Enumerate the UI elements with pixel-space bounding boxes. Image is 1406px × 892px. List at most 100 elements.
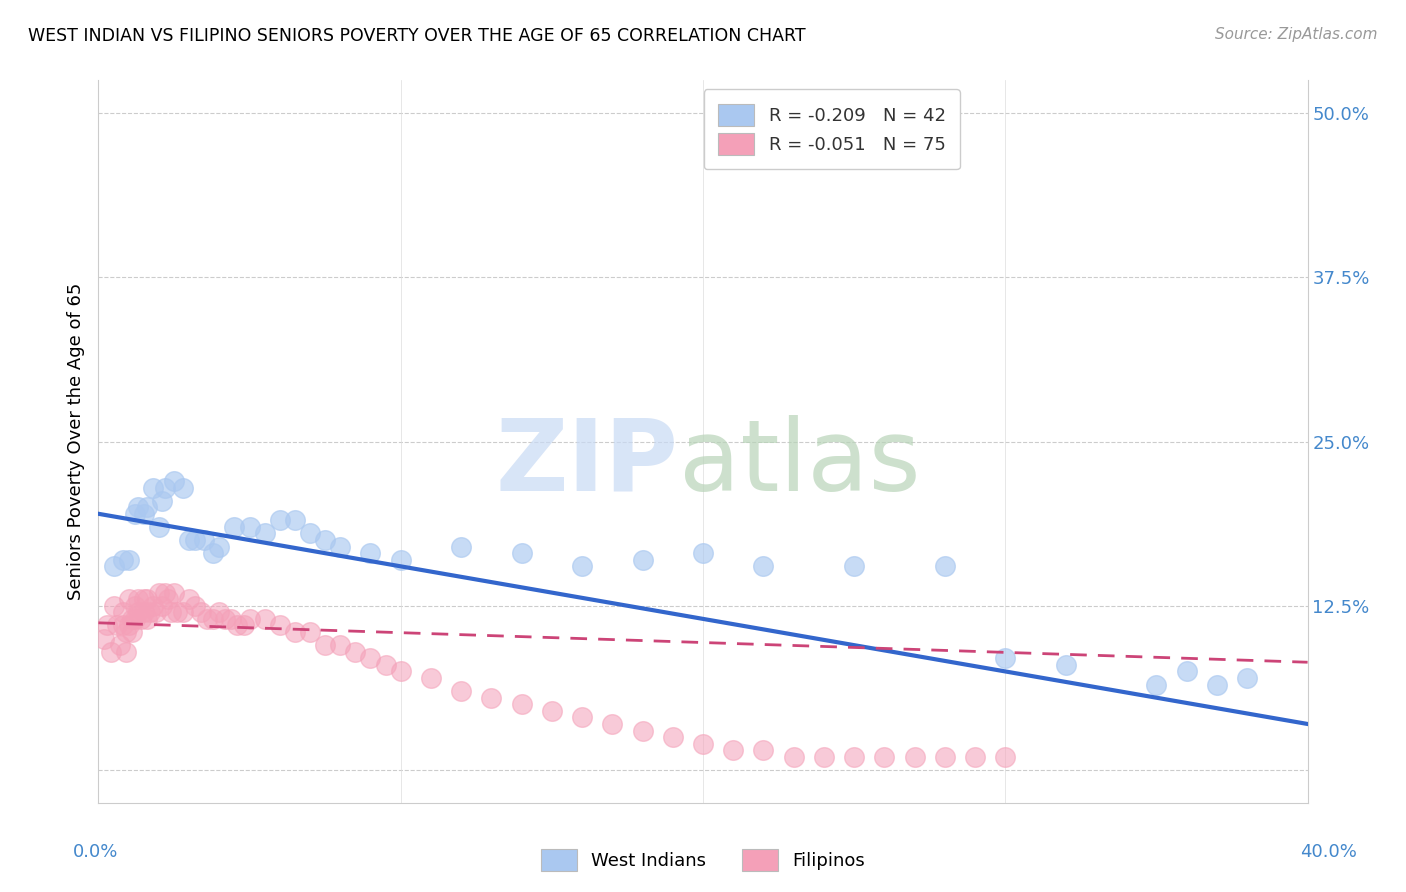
Text: WEST INDIAN VS FILIPINO SENIORS POVERTY OVER THE AGE OF 65 CORRELATION CHART: WEST INDIAN VS FILIPINO SENIORS POVERTY … bbox=[28, 27, 806, 45]
Point bbox=[314, 533, 336, 547]
Point bbox=[360, 546, 382, 560]
Point bbox=[184, 599, 207, 613]
Point bbox=[148, 520, 170, 534]
Point bbox=[172, 481, 194, 495]
Point bbox=[224, 520, 246, 534]
Point bbox=[118, 592, 141, 607]
Point bbox=[163, 585, 186, 599]
Point bbox=[420, 671, 443, 685]
Point bbox=[360, 651, 382, 665]
Point bbox=[1206, 677, 1229, 691]
Text: ZIP: ZIP bbox=[496, 415, 679, 512]
Point bbox=[1054, 657, 1077, 672]
Point bbox=[179, 533, 201, 547]
Point bbox=[135, 592, 157, 607]
Point bbox=[232, 618, 254, 632]
Point bbox=[142, 481, 165, 495]
Point bbox=[1236, 671, 1258, 685]
Point bbox=[132, 605, 155, 619]
Point bbox=[692, 546, 714, 560]
Text: 0.0%: 0.0% bbox=[73, 843, 118, 861]
Point bbox=[202, 546, 225, 560]
Point bbox=[284, 625, 307, 640]
Point bbox=[111, 618, 134, 632]
Point bbox=[105, 618, 128, 632]
Point bbox=[344, 645, 367, 659]
Point bbox=[994, 749, 1017, 764]
Point bbox=[148, 585, 170, 599]
Point bbox=[96, 618, 118, 632]
Point bbox=[114, 625, 136, 640]
Point bbox=[114, 645, 136, 659]
Point bbox=[239, 612, 262, 626]
Point bbox=[631, 723, 654, 738]
Text: Source: ZipAtlas.com: Source: ZipAtlas.com bbox=[1215, 27, 1378, 42]
Point bbox=[124, 612, 146, 626]
Point bbox=[329, 540, 352, 554]
Point bbox=[111, 605, 134, 619]
Point bbox=[253, 526, 276, 541]
Point bbox=[994, 651, 1017, 665]
Point bbox=[510, 546, 533, 560]
Point bbox=[299, 625, 322, 640]
Point bbox=[108, 638, 131, 652]
Point bbox=[1175, 665, 1198, 679]
Point bbox=[184, 533, 207, 547]
Point bbox=[284, 513, 307, 527]
Point bbox=[389, 665, 412, 679]
Point bbox=[1144, 677, 1167, 691]
Point bbox=[269, 618, 291, 632]
Legend: West Indians, Filipinos: West Indians, Filipinos bbox=[533, 842, 873, 879]
Point bbox=[135, 612, 157, 626]
Legend: R = -0.209   N = 42, R = -0.051   N = 75: R = -0.209 N = 42, R = -0.051 N = 75 bbox=[703, 89, 960, 169]
Point bbox=[139, 605, 162, 619]
Point bbox=[118, 618, 141, 632]
Point bbox=[269, 513, 291, 527]
Point bbox=[127, 592, 149, 607]
Point bbox=[221, 612, 243, 626]
Point bbox=[124, 599, 146, 613]
Point bbox=[904, 749, 927, 764]
Point bbox=[450, 540, 472, 554]
Point bbox=[752, 559, 775, 574]
Y-axis label: Seniors Poverty Over the Age of 65: Seniors Poverty Over the Age of 65 bbox=[66, 283, 84, 600]
Point bbox=[329, 638, 352, 652]
Point bbox=[844, 749, 866, 764]
Point bbox=[299, 526, 322, 541]
Point bbox=[103, 599, 125, 613]
Point bbox=[661, 730, 683, 744]
Point bbox=[202, 612, 225, 626]
Point bbox=[121, 612, 143, 626]
Point bbox=[602, 717, 624, 731]
Point bbox=[127, 500, 149, 515]
Point bbox=[481, 690, 503, 705]
Point bbox=[121, 625, 143, 640]
Point bbox=[150, 493, 173, 508]
Point bbox=[103, 559, 125, 574]
Point bbox=[132, 507, 155, 521]
Text: atlas: atlas bbox=[679, 415, 921, 512]
Point bbox=[844, 559, 866, 574]
Point bbox=[127, 605, 149, 619]
Point bbox=[783, 749, 806, 764]
Point bbox=[510, 698, 533, 712]
Point bbox=[156, 592, 179, 607]
Point bbox=[239, 520, 262, 534]
Text: 40.0%: 40.0% bbox=[1301, 843, 1357, 861]
Point bbox=[692, 737, 714, 751]
Point bbox=[631, 553, 654, 567]
Point bbox=[723, 743, 745, 757]
Point bbox=[111, 553, 134, 567]
Point bbox=[208, 540, 231, 554]
Point bbox=[153, 481, 176, 495]
Point bbox=[571, 710, 593, 724]
Point bbox=[873, 749, 896, 764]
Point bbox=[226, 618, 249, 632]
Point bbox=[129, 612, 152, 626]
Point bbox=[190, 605, 212, 619]
Point bbox=[813, 749, 835, 764]
Point bbox=[965, 749, 987, 764]
Point bbox=[166, 605, 188, 619]
Point bbox=[118, 553, 141, 567]
Point bbox=[253, 612, 276, 626]
